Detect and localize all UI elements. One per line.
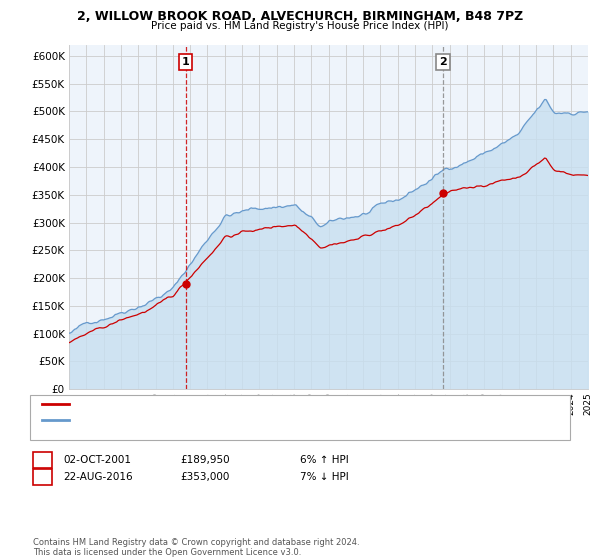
Text: 7% ↓ HPI: 7% ↓ HPI — [300, 472, 349, 482]
Text: Price paid vs. HM Land Registry's House Price Index (HPI): Price paid vs. HM Land Registry's House … — [151, 21, 449, 31]
Text: 1: 1 — [182, 57, 190, 67]
Text: 2, WILLOW BROOK ROAD, ALVECHURCH, BIRMINGHAM, B48 7PZ (detached house): 2, WILLOW BROOK ROAD, ALVECHURCH, BIRMIN… — [72, 399, 475, 409]
Text: £353,000: £353,000 — [180, 472, 229, 482]
Text: £189,950: £189,950 — [180, 455, 230, 465]
Text: Contains HM Land Registry data © Crown copyright and database right 2024.
This d: Contains HM Land Registry data © Crown c… — [33, 538, 359, 557]
Text: 1: 1 — [39, 455, 46, 465]
Text: 02-OCT-2001: 02-OCT-2001 — [63, 455, 131, 465]
Text: 2: 2 — [439, 57, 447, 67]
Text: 2, WILLOW BROOK ROAD, ALVECHURCH, BIRMINGHAM, B48 7PZ: 2, WILLOW BROOK ROAD, ALVECHURCH, BIRMIN… — [77, 10, 523, 23]
Text: HPI: Average price, detached house, Bromsgrove: HPI: Average price, detached house, Brom… — [72, 415, 311, 425]
Text: 2: 2 — [39, 472, 46, 482]
Text: 6% ↑ HPI: 6% ↑ HPI — [300, 455, 349, 465]
Text: 22-AUG-2016: 22-AUG-2016 — [63, 472, 133, 482]
